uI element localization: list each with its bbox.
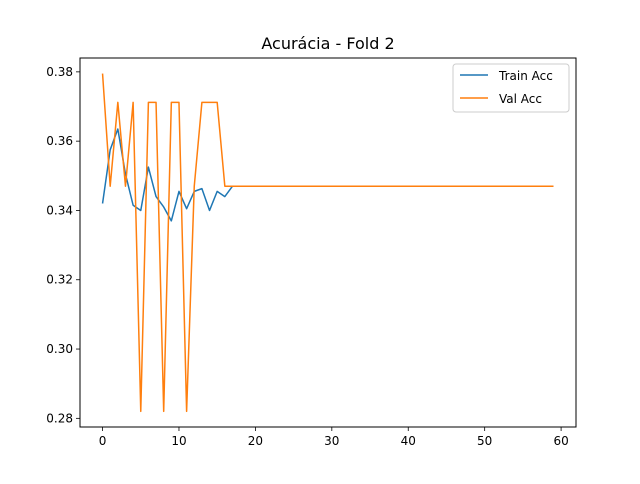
legend-box (452, 63, 570, 113)
legend-label-train-acc: Train Acc (498, 69, 553, 83)
y-tick-label: 0.36 (46, 134, 73, 148)
y-tick-label: 0.30 (46, 342, 73, 356)
x-tick-label: 60 (553, 434, 568, 448)
plot-lines (101, 73, 554, 413)
plot-frame (79, 57, 577, 428)
x-axis-ticks: 0 10 20 30 40 50 60 (99, 427, 569, 448)
x-tick-label: 40 (401, 434, 416, 448)
x-tick-label: 30 (324, 434, 339, 448)
legend-label-val-acc: Val Acc (499, 92, 542, 106)
x-tick-label: 20 (248, 434, 263, 448)
y-tick-label: 0.38 (46, 65, 73, 79)
chart-title: Acurácia - Fold 2 (261, 34, 394, 53)
y-tick-label: 0.32 (46, 273, 73, 287)
x-tick-label: 10 (171, 434, 186, 448)
y-tick-label: 0.28 (46, 411, 73, 425)
y-axis-ticks: 0.28 0.30 0.32 0.34 0.36 0.38 (46, 65, 80, 425)
x-tick-label: 50 (477, 434, 492, 448)
series-line-val-acc (101, 73, 554, 413)
x-tick-label: 0 (99, 434, 107, 448)
legend: Train Acc Val Acc (452, 63, 570, 113)
y-tick-label: 0.34 (46, 203, 73, 217)
